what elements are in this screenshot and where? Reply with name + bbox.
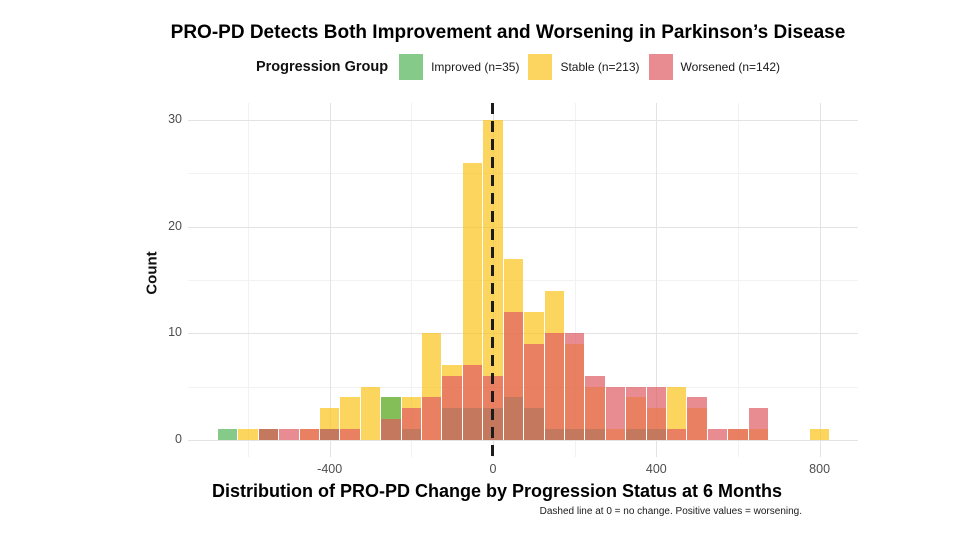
bar-worsened: [544, 333, 564, 440]
x-tick-label: 800: [809, 462, 831, 476]
bar-worsened: [503, 311, 524, 440]
bar-stable: [809, 429, 830, 440]
bar-worsened: [258, 429, 279, 440]
gridline-y-major: [188, 120, 858, 122]
x-tick-label: 0: [489, 462, 497, 476]
gridline-x-minor: [574, 103, 576, 457]
legend-swatch-worsened: [648, 54, 673, 80]
chart-title: PRO-PD Detects Both Improvement and Wors…: [170, 22, 846, 43]
bar-worsened: [646, 386, 666, 440]
bar-worsened: [340, 429, 360, 440]
gridline-x-major: [329, 103, 331, 457]
bar-worsened: [667, 429, 687, 440]
bar-stable: [340, 397, 360, 440]
bar-worsened: [564, 333, 585, 440]
x-tick-label: 400: [645, 462, 667, 476]
y-tick-label: 10: [168, 325, 182, 340]
bar-worsened: [319, 429, 340, 440]
gridline-x-minor: [737, 103, 739, 457]
gridline-y-major: [188, 226, 858, 228]
bar-improved: [217, 429, 238, 440]
bar-worsened: [748, 407, 769, 440]
y-tick-label: 30: [168, 112, 182, 127]
bar-worsened: [462, 365, 483, 440]
plot-panel: [188, 103, 858, 457]
bar-stable: [238, 429, 258, 440]
x-axis-label: Distribution of PRO-PD Change by Progres…: [211, 481, 783, 501]
zero-reference-line: [491, 103, 495, 457]
bar-stable: [360, 386, 381, 440]
bar-worsened: [524, 343, 544, 440]
legend-item-worsened: Worsened (n=142): [648, 54, 781, 80]
x-tick-label: -400: [317, 462, 343, 476]
legend-item-improved: Improved (n=35): [399, 54, 519, 80]
gridline-y-major: [188, 439, 858, 441]
gridline-y-minor: [188, 173, 858, 175]
bar-worsened: [605, 386, 626, 440]
caption: Dashed line at 0 = no change. Positive v…: [539, 506, 802, 517]
gridline-x-minor: [248, 103, 250, 457]
y-tick-label: 0: [175, 431, 182, 446]
bar-worsened: [422, 397, 442, 440]
bar-worsened: [728, 429, 748, 440]
legend-items: Improved (n=35) Stable (n=213) Worsened (n…: [399, 54, 780, 80]
legend-label-improved: Improved (n=35): [431, 60, 520, 74]
bar-worsened: [401, 407, 422, 440]
gridline-x-minor: [411, 103, 413, 457]
bar-worsened: [585, 375, 605, 440]
legend-swatch-improved: [399, 54, 424, 80]
legend-label-stable: Stable (n=213): [560, 60, 640, 74]
bar-worsened: [707, 429, 728, 440]
y-axis-label: Count: [143, 251, 161, 295]
bar-worsened: [299, 429, 319, 440]
legend-swatch-stable: [528, 54, 553, 80]
bar-worsened: [279, 429, 299, 440]
bar-worsened: [626, 386, 646, 440]
bar-worsened: [381, 418, 401, 440]
bar-worsened: [442, 375, 462, 440]
y-tick-label: 20: [168, 218, 182, 233]
bar-worsened: [687, 397, 707, 440]
gridline-x-major: [819, 103, 821, 457]
gridline-x-major: [656, 103, 658, 457]
legend-item-stable: Stable (n=213): [528, 54, 640, 80]
bar-stable: [667, 386, 687, 440]
legend-title: Progression Group: [255, 59, 389, 75]
legend-label-worsened: Worsened (n=142): [680, 60, 781, 74]
legend: Progression Group Improved (n=35) Stable …: [38, 54, 960, 80]
